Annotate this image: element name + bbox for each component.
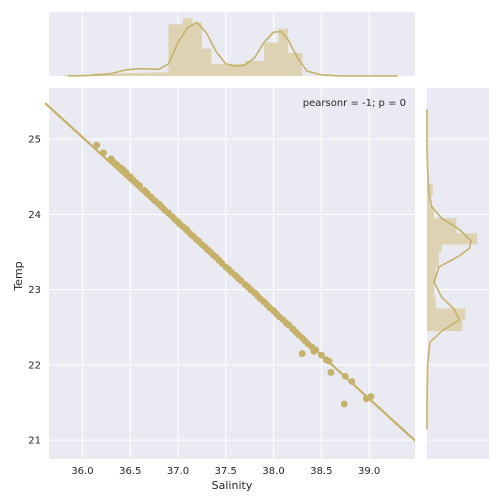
scatter-point [317, 351, 325, 359]
scatter-point [136, 182, 144, 190]
x-tick-label: 39.0 [358, 466, 380, 477]
scatter-point [341, 372, 349, 380]
x-tick-label: 37.5 [215, 466, 237, 477]
x-tick-label: 37.0 [167, 466, 189, 477]
right-histogram-bar [427, 282, 435, 298]
right-marginal-histogram [426, 109, 478, 429]
right-histogram-bar [427, 297, 436, 309]
scatter-point [310, 347, 318, 355]
right-histogram-bar [427, 244, 442, 253]
x-axis-label: Salinity [212, 479, 253, 492]
right-kde-curve [426, 109, 473, 429]
x-tick-label: 38.0 [262, 466, 284, 477]
y-tick-labels: 21 22 23 24 25 [28, 135, 41, 447]
top-histogram-bar [201, 48, 212, 76]
scatter-point [93, 141, 101, 149]
x-tick-label: 38.5 [310, 466, 332, 477]
scatter-point [367, 393, 375, 400]
right-histogram-bar [427, 233, 478, 245]
x-tick-labels: 36.0 36.5 37.0 37.5 38.0 38.5 39.0 [71, 466, 380, 477]
y-tick-label: 21 [28, 436, 41, 447]
right-histogram-bar [427, 267, 436, 283]
right-histogram-bar [427, 184, 433, 196]
x-tick-label: 36.0 [71, 466, 93, 477]
y-tick-label: 24 [28, 210, 41, 221]
scatter-point [100, 149, 107, 157]
top-histogram-bar [120, 72, 150, 76]
x-tick-label: 36.5 [119, 466, 141, 477]
top-histogram-bar [168, 24, 183, 76]
top-marginal-histogram [63, 18, 398, 77]
scatter-point [325, 357, 333, 365]
y-tick-label: 25 [28, 135, 41, 146]
y-axis-label: Temp [12, 261, 25, 291]
top-histogram-bar [278, 28, 288, 76]
top-histogram-bar [211, 63, 226, 76]
scatter-points [93, 141, 375, 408]
top-kde-curve [68, 21, 398, 77]
scatter-point [298, 350, 306, 358]
right-histogram-bar [427, 195, 430, 207]
y-tick-label: 23 [28, 285, 41, 296]
right-histogram-bar [427, 308, 466, 320]
top-histogram-bar [264, 42, 279, 76]
pearson-annotation: pearsonr = -1; p = 0 [303, 98, 406, 109]
top-histogram-bar [149, 72, 169, 76]
top-histogram-bar [225, 63, 245, 76]
top-histogram-bar [182, 18, 193, 77]
right-histogram-bar [427, 319, 463, 332]
right-histogram-bar [427, 206, 435, 219]
scatter-point [327, 369, 335, 376]
scatter-point [340, 400, 348, 408]
right-histogram-bar [427, 218, 457, 234]
top-histogram-bar [192, 22, 202, 76]
top-histogram-bar [287, 52, 303, 76]
right-histogram-bar [427, 252, 439, 268]
scatter-point [348, 378, 356, 385]
top-histogram-bar [244, 60, 265, 76]
y-tick-label: 22 [28, 360, 41, 371]
